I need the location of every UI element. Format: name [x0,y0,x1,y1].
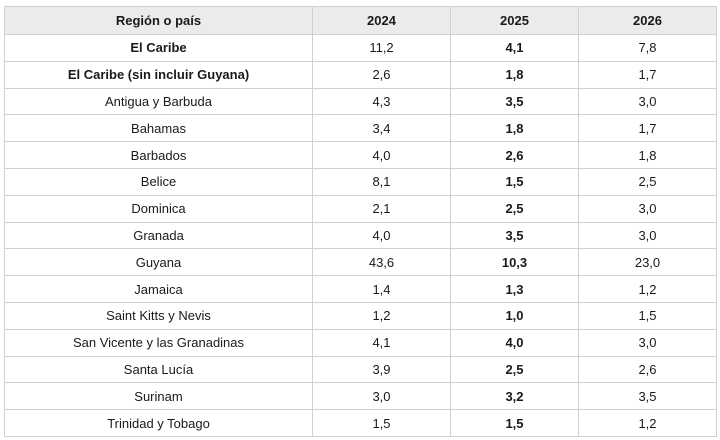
table-row: Antigua y Barbuda 4,3 3,5 3,0 [4,87,717,116]
column-header-2026: 2026 [578,6,717,35]
value-2024-cell: 1,2 [312,301,451,330]
table-row: Granada 4,0 3,5 3,0 [4,221,717,250]
value-2024-cell: 4,0 [312,221,451,250]
growth-table: Región o país 2024 2025 2026 El Caribe 11… [4,6,717,437]
value-2024-cell: 11,2 [312,34,451,62]
value-2024-cell: 2,1 [312,194,451,223]
region-cell: Trinidad y Tobago [4,409,313,437]
value-2024-cell: 1,5 [312,409,451,437]
table-body: El Caribe 11,2 4,1 7,8 El Caribe (sin inclui… [4,34,717,437]
value-2026-cell: 1,5 [578,301,717,330]
value-2026-cell: 3,0 [578,328,717,357]
value-2026-cell: 2,5 [578,167,717,196]
value-2026-cell: 7,8 [578,34,717,62]
value-2026-cell: 1,7 [578,60,717,89]
value-2026-cell: 2,6 [578,355,717,384]
value-2024-cell: 3,9 [312,355,451,384]
region-cell: Bahamas [4,114,313,143]
value-2025-cell: 10,3 [450,248,579,277]
value-2024-cell: 4,1 [312,328,451,357]
table-row: Jamaica 1,4 1,3 1,2 [4,275,717,303]
value-2026-cell: 3,0 [578,194,717,223]
region-cell: Dominica [4,194,313,223]
region-cell: Barbados [4,141,313,169]
value-2024-cell: 3,0 [312,382,451,411]
region-cell: Antigua y Barbuda [4,87,313,116]
value-2025-cell: 4,1 [450,34,579,62]
table-header-row: Región o país 2024 2025 2026 [4,6,717,35]
value-2025-cell: 3,2 [450,382,579,411]
value-2025-cell: 3,5 [450,87,579,116]
region-cell: Belice [4,167,313,196]
growth-table-container: Región o país 2024 2025 2026 El Caribe 11… [4,6,717,437]
value-2024-cell: 4,3 [312,87,451,116]
table-row: Trinidad y Tobago 1,5 1,5 1,2 [4,409,717,437]
column-header-region: Región o país [4,6,313,35]
table-row: Guyana 43,6 10,3 23,0 [4,248,717,277]
table-row: Santa Lucía 3,9 2,5 2,6 [4,355,717,384]
value-2025-cell: 2,6 [450,141,579,169]
table-row: Bahamas 3,4 1,8 1,7 [4,114,717,143]
region-cell: Jamaica [4,275,313,303]
value-2025-cell: 1,8 [450,114,579,143]
region-cell: Santa Lucía [4,355,313,384]
value-2025-cell: 1,5 [450,409,579,437]
table-row: El Caribe 11,2 4,1 7,8 [4,34,717,62]
value-2025-cell: 2,5 [450,355,579,384]
value-2026-cell: 3,0 [578,87,717,116]
value-2024-cell: 8,1 [312,167,451,196]
column-header-2024: 2024 [312,6,451,35]
value-2024-cell: 3,4 [312,114,451,143]
column-header-2025: 2025 [450,6,579,35]
region-cell: Surinam [4,382,313,411]
region-cell: El Caribe [4,34,313,62]
value-2025-cell: 4,0 [450,328,579,357]
value-2024-cell: 2,6 [312,60,451,89]
value-2025-cell: 1,8 [450,60,579,89]
value-2025-cell: 1,3 [450,275,579,303]
region-cell: San Vicente y las Granadinas [4,328,313,357]
value-2025-cell: 3,5 [450,221,579,250]
region-cell: Guyana [4,248,313,277]
table-row: Surinam 3,0 3,2 3,5 [4,382,717,411]
value-2025-cell: 1,0 [450,301,579,330]
value-2024-cell: 4,0 [312,141,451,169]
table-row: Belice 8,1 1,5 2,5 [4,167,717,196]
region-cell: Saint Kitts y Nevis [4,301,313,330]
value-2026-cell: 3,5 [578,382,717,411]
value-2026-cell: 1,2 [578,275,717,303]
value-2026-cell: 1,8 [578,141,717,169]
table-row: El Caribe (sin incluir Guyana) 2,6 1,8 1,7 [4,60,717,89]
region-cell: Granada [4,221,313,250]
region-cell: El Caribe (sin incluir Guyana) [4,60,313,89]
table-row: Saint Kitts y Nevis 1,2 1,0 1,5 [4,301,717,330]
value-2026-cell: 3,0 [578,221,717,250]
value-2024-cell: 43,6 [312,248,451,277]
value-2025-cell: 2,5 [450,194,579,223]
value-2024-cell: 1,4 [312,275,451,303]
value-2026-cell: 1,7 [578,114,717,143]
table-row: Barbados 4,0 2,6 1,8 [4,141,717,169]
value-2026-cell: 1,2 [578,409,717,437]
value-2026-cell: 23,0 [578,248,717,277]
table-row: San Vicente y las Granadinas 4,1 4,0 3,0 [4,328,717,357]
value-2025-cell: 1,5 [450,167,579,196]
table-row: Dominica 2,1 2,5 3,0 [4,194,717,223]
